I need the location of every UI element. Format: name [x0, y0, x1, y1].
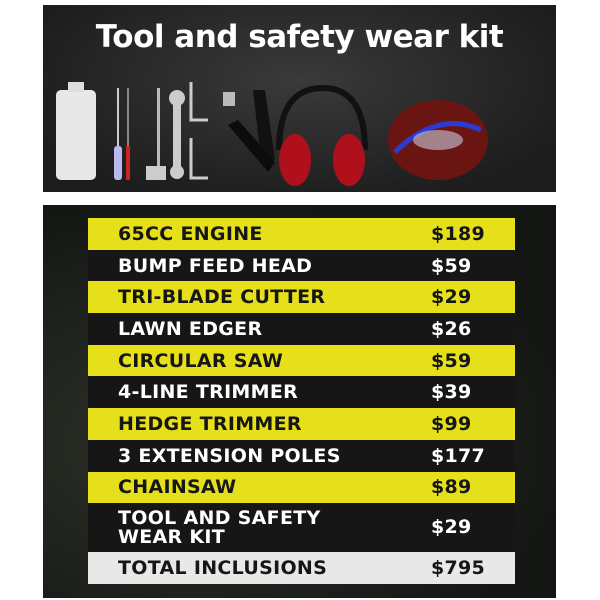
- item-price: $99: [431, 412, 472, 435]
- item-price: $189: [431, 222, 486, 245]
- inclusions-panel: 65CC ENGINE $189 BUMP FEED HEAD $59 TRI-BL…: [43, 205, 556, 598]
- item-name: LAWN EDGER: [118, 317, 263, 340]
- item-price: $59: [431, 254, 472, 277]
- inclusion-row: BUMP FEED HEAD $59: [88, 249, 515, 282]
- spanner-icon: [169, 90, 185, 179]
- total-row: TOTAL INCLUSIONS $795: [88, 552, 515, 584]
- oil-bottle-icon: [56, 82, 96, 180]
- item-name: 4-LINE TRIMMER: [118, 381, 299, 404]
- item-price: $29: [431, 286, 472, 309]
- item-name: CIRCULAR SAW: [118, 349, 284, 372]
- item-name: 3 EXTENSION POLES: [118, 444, 341, 467]
- hex-key-icon: [189, 82, 208, 180]
- harness-strap-icon: [223, 90, 275, 172]
- inclusion-row: 3 EXTENSION POLES $177: [88, 439, 515, 472]
- kit-tools-image: [56, 82, 488, 186]
- ear-muffs-icon: [276, 84, 368, 186]
- inclusion-row: CIRCULAR SAW $59: [88, 344, 515, 377]
- total-price: $795: [431, 557, 486, 580]
- item-name: TRI-BLADE CUTTER: [118, 286, 326, 309]
- banner-title: Tool and safety wear kit: [95, 19, 504, 55]
- gloves-and-goggles-icon: [388, 100, 488, 180]
- inclusion-row: 4-LINE TRIMMER $39: [88, 376, 515, 409]
- kit-banner: Tool and safety wear kit: [43, 5, 556, 192]
- item-price: $177: [431, 444, 486, 467]
- file-icon: [126, 88, 130, 180]
- item-name: BUMP FEED HEAD: [118, 254, 313, 277]
- screwdriver-icon: [114, 88, 122, 180]
- inclusion-row: LAWN EDGER $26: [88, 313, 515, 345]
- item-name: CHAINSAW: [118, 476, 237, 499]
- item-price: $29: [431, 516, 472, 539]
- inclusion-row: TOOL AND SAFETY WEAR KIT $29: [88, 503, 515, 553]
- item-name: 65CC ENGINE: [118, 222, 263, 245]
- inclusion-row: CHAINSAW $89: [88, 471, 515, 504]
- item-price: $59: [431, 349, 472, 372]
- inclusion-row: TRI-BLADE CUTTER $29: [88, 281, 515, 314]
- item-name: TOOL AND SAFETY WEAR KIT: [118, 506, 321, 548]
- total-label: TOTAL INCLUSIONS: [118, 557, 328, 580]
- inclusion-row: 65CC ENGINE $189: [88, 218, 515, 250]
- item-price: $26: [431, 317, 472, 340]
- inclusions-table: 65CC ENGINE $189 BUMP FEED HEAD $59 TRI-BL…: [88, 218, 515, 584]
- item-name: HEDGE TRIMMER: [118, 412, 302, 435]
- inclusion-row: HEDGE TRIMMER $99: [88, 408, 515, 440]
- item-price: $89: [431, 476, 472, 499]
- item-price: $39: [431, 381, 472, 404]
- spark-plug-wrench-icon: [146, 88, 166, 180]
